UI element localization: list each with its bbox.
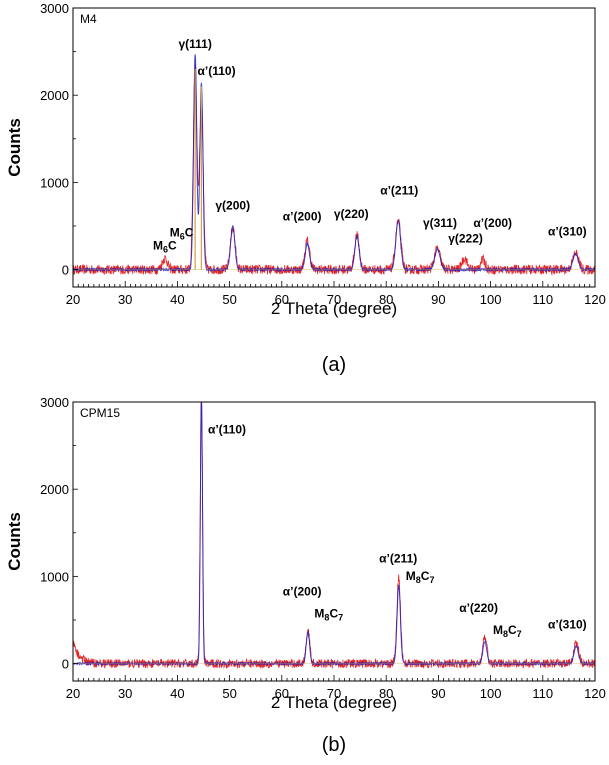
peak-label: M8C7 — [406, 569, 435, 585]
x-tick-label: 40 — [170, 292, 184, 307]
series-line — [72, 64, 596, 276]
x-tick-label: 20 — [66, 292, 80, 307]
peak-label: α’(110) — [198, 64, 236, 78]
sample-label: CPM15 — [80, 406, 120, 420]
x-tick-label: 110 — [532, 686, 553, 701]
x-tick-label: 120 — [584, 686, 606, 701]
peak-label: α’(310) — [548, 225, 587, 239]
x-tick-label: 30 — [118, 686, 132, 701]
peak-label: γ(111) — [178, 37, 211, 51]
y-tick-label: 1000 — [40, 569, 69, 584]
x-tick-label: 80 — [379, 686, 393, 701]
x-tick-label: 60 — [275, 292, 289, 307]
y-axis-label: Counts — [5, 118, 24, 177]
y-tick-label: 0 — [62, 263, 69, 278]
x-tick-label: 100 — [480, 686, 502, 701]
x-tick-label: 90 — [431, 292, 445, 307]
peak-label: M8C7 — [493, 623, 522, 639]
y-tick-label: 3000 — [40, 1, 69, 16]
peak-label: α’(211) — [379, 551, 417, 565]
x-tick-label: 80 — [379, 292, 393, 307]
x-tick-label: 20 — [66, 686, 80, 701]
peak-label: γ(200) — [215, 198, 250, 212]
x-tick-label: 40 — [170, 686, 184, 701]
panel-label: (a) — [322, 354, 346, 376]
peak-label: γ(222) — [448, 232, 483, 246]
x-tick-label: 50 — [222, 292, 236, 307]
x-tick-label: 70 — [327, 292, 341, 307]
plot-frame — [72, 7, 596, 288]
x-tick-label: 70 — [327, 686, 341, 701]
peak-label: γ(311) — [423, 216, 457, 230]
x-axis-label: 2 Theta (degree) — [271, 693, 397, 712]
series-line — [72, 54, 596, 273]
peak-label: α’(200) — [283, 585, 322, 599]
y-tick-label: 2000 — [40, 482, 69, 497]
peak-label: α’(220) — [459, 601, 498, 615]
x-tick-label: 60 — [275, 686, 289, 701]
peak-label: α’(211) — [380, 184, 418, 198]
peak-label: α’(200) — [473, 216, 512, 230]
plot-frame — [72, 401, 596, 682]
peak-label: α’(200) — [283, 210, 322, 224]
x-axis-label: 2 Theta (degree) — [271, 299, 397, 318]
peak-label: M6C — [170, 225, 194, 241]
x-tick-label: 30 — [118, 292, 132, 307]
peak-label: α’(110) — [208, 422, 246, 436]
sample-label: M4 — [80, 12, 97, 26]
peak-label: M6C — [153, 239, 177, 255]
panel-label: (b) — [322, 734, 346, 756]
panel-a: 20 30 40 50 60 70 80 90 100 110 120 0 1000 2000 3000 M4… — [5, 1, 606, 376]
panel-b: 20 30 40 50 60 70 80 90 100 110 120 0 1000 2000 3000 CP… — [5, 395, 606, 756]
y-tick-label: 3000 — [40, 395, 69, 410]
peak-label: M8C7 — [314, 606, 343, 622]
peak-label: γ(220) — [334, 207, 369, 221]
x-tick-label: 120 — [584, 292, 606, 307]
x-tick-label: 90 — [431, 686, 445, 701]
x-tick-label: 100 — [480, 292, 502, 307]
y-tick-label: 2000 — [40, 88, 69, 103]
y-tick-label: 0 — [62, 657, 69, 672]
peak-label: α’(310) — [548, 618, 587, 632]
x-tick-label: 110 — [532, 292, 553, 307]
y-tick-label: 1000 — [40, 175, 69, 190]
x-tick-label: 50 — [222, 686, 236, 701]
y-axis-label: Counts — [5, 512, 24, 571]
